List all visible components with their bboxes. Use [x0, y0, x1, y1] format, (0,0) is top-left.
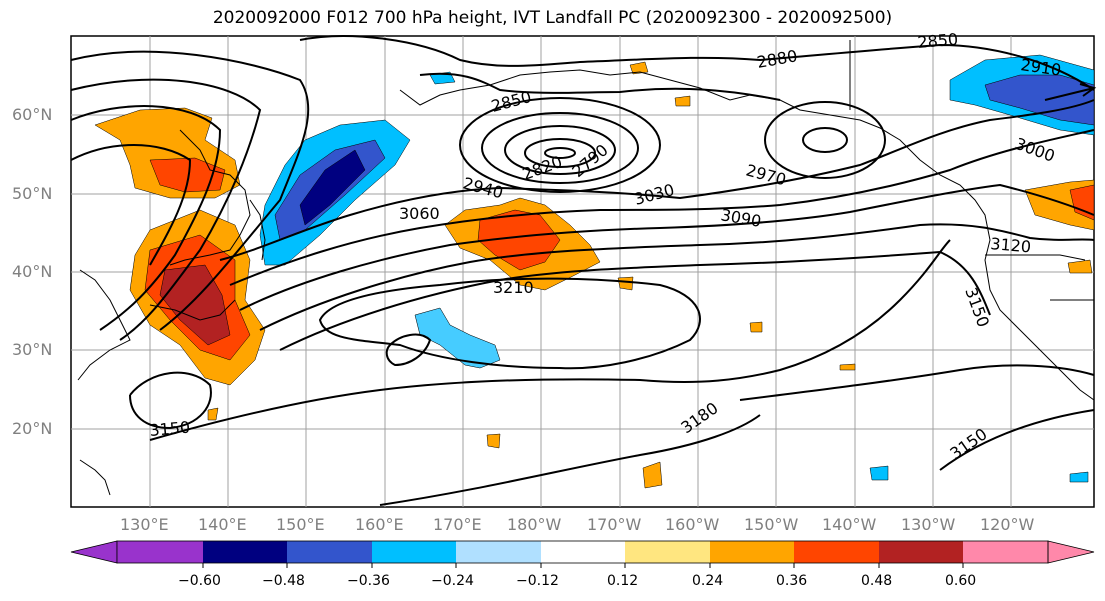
height-contours [70, 35, 1095, 506]
colorbar-tick-label: −0.12 [516, 573, 559, 589]
colorbar-tick-label: 0.36 [776, 573, 808, 589]
contour-label: 3060 [399, 204, 440, 223]
colorbar-tick-label: 0.12 [607, 573, 639, 589]
lat-label: 50°N [12, 184, 53, 203]
lat-label: 20°N [12, 419, 53, 438]
lon-label: 170°E [433, 515, 482, 534]
contour-label: 3210 [493, 278, 534, 297]
colorbar-tick-label: 0.60 [945, 573, 977, 589]
arrow-icon [1044, 83, 1097, 101]
lon-label: 170°W [587, 515, 642, 534]
contour-label: 2850 [917, 30, 959, 52]
colorbar-tick-label: 0.24 [692, 573, 724, 589]
lon-label: 160°E [355, 515, 404, 534]
colorbar-tick-label: 0.48 [861, 573, 893, 589]
lon-label: 160°W [665, 515, 720, 534]
lon-label: 130°E [120, 515, 169, 534]
colorbar-tick-label: −0.60 [178, 573, 221, 589]
lon-label: 150°E [276, 515, 325, 534]
contour-label: 3150 [149, 418, 191, 440]
ridge-low-contour [802, 127, 848, 153]
colorbar-tick-label: −0.48 [262, 573, 305, 589]
lat-label: 60°N [12, 105, 53, 124]
contour-label: 3120 [990, 234, 1032, 256]
lon-label: 180°W [507, 515, 562, 534]
lon-label: 130°W [901, 515, 956, 534]
lon-label: 120°W [980, 515, 1035, 534]
map-title: 2020092000 F012 700 hPa height, IVT Land… [212, 8, 893, 28]
colorbar-tick-label: −0.36 [347, 573, 390, 589]
colorbar-tick-label: −0.24 [431, 573, 474, 589]
low-center-contour [544, 147, 576, 159]
lat-label: 30°N [12, 340, 53, 359]
lon-label: 150°W [744, 515, 799, 534]
coastlines [77, 40, 1095, 496]
lon-label: 140°E [198, 515, 247, 534]
lat-label: 40°N [12, 262, 53, 281]
lon-label: 140°W [822, 515, 877, 534]
